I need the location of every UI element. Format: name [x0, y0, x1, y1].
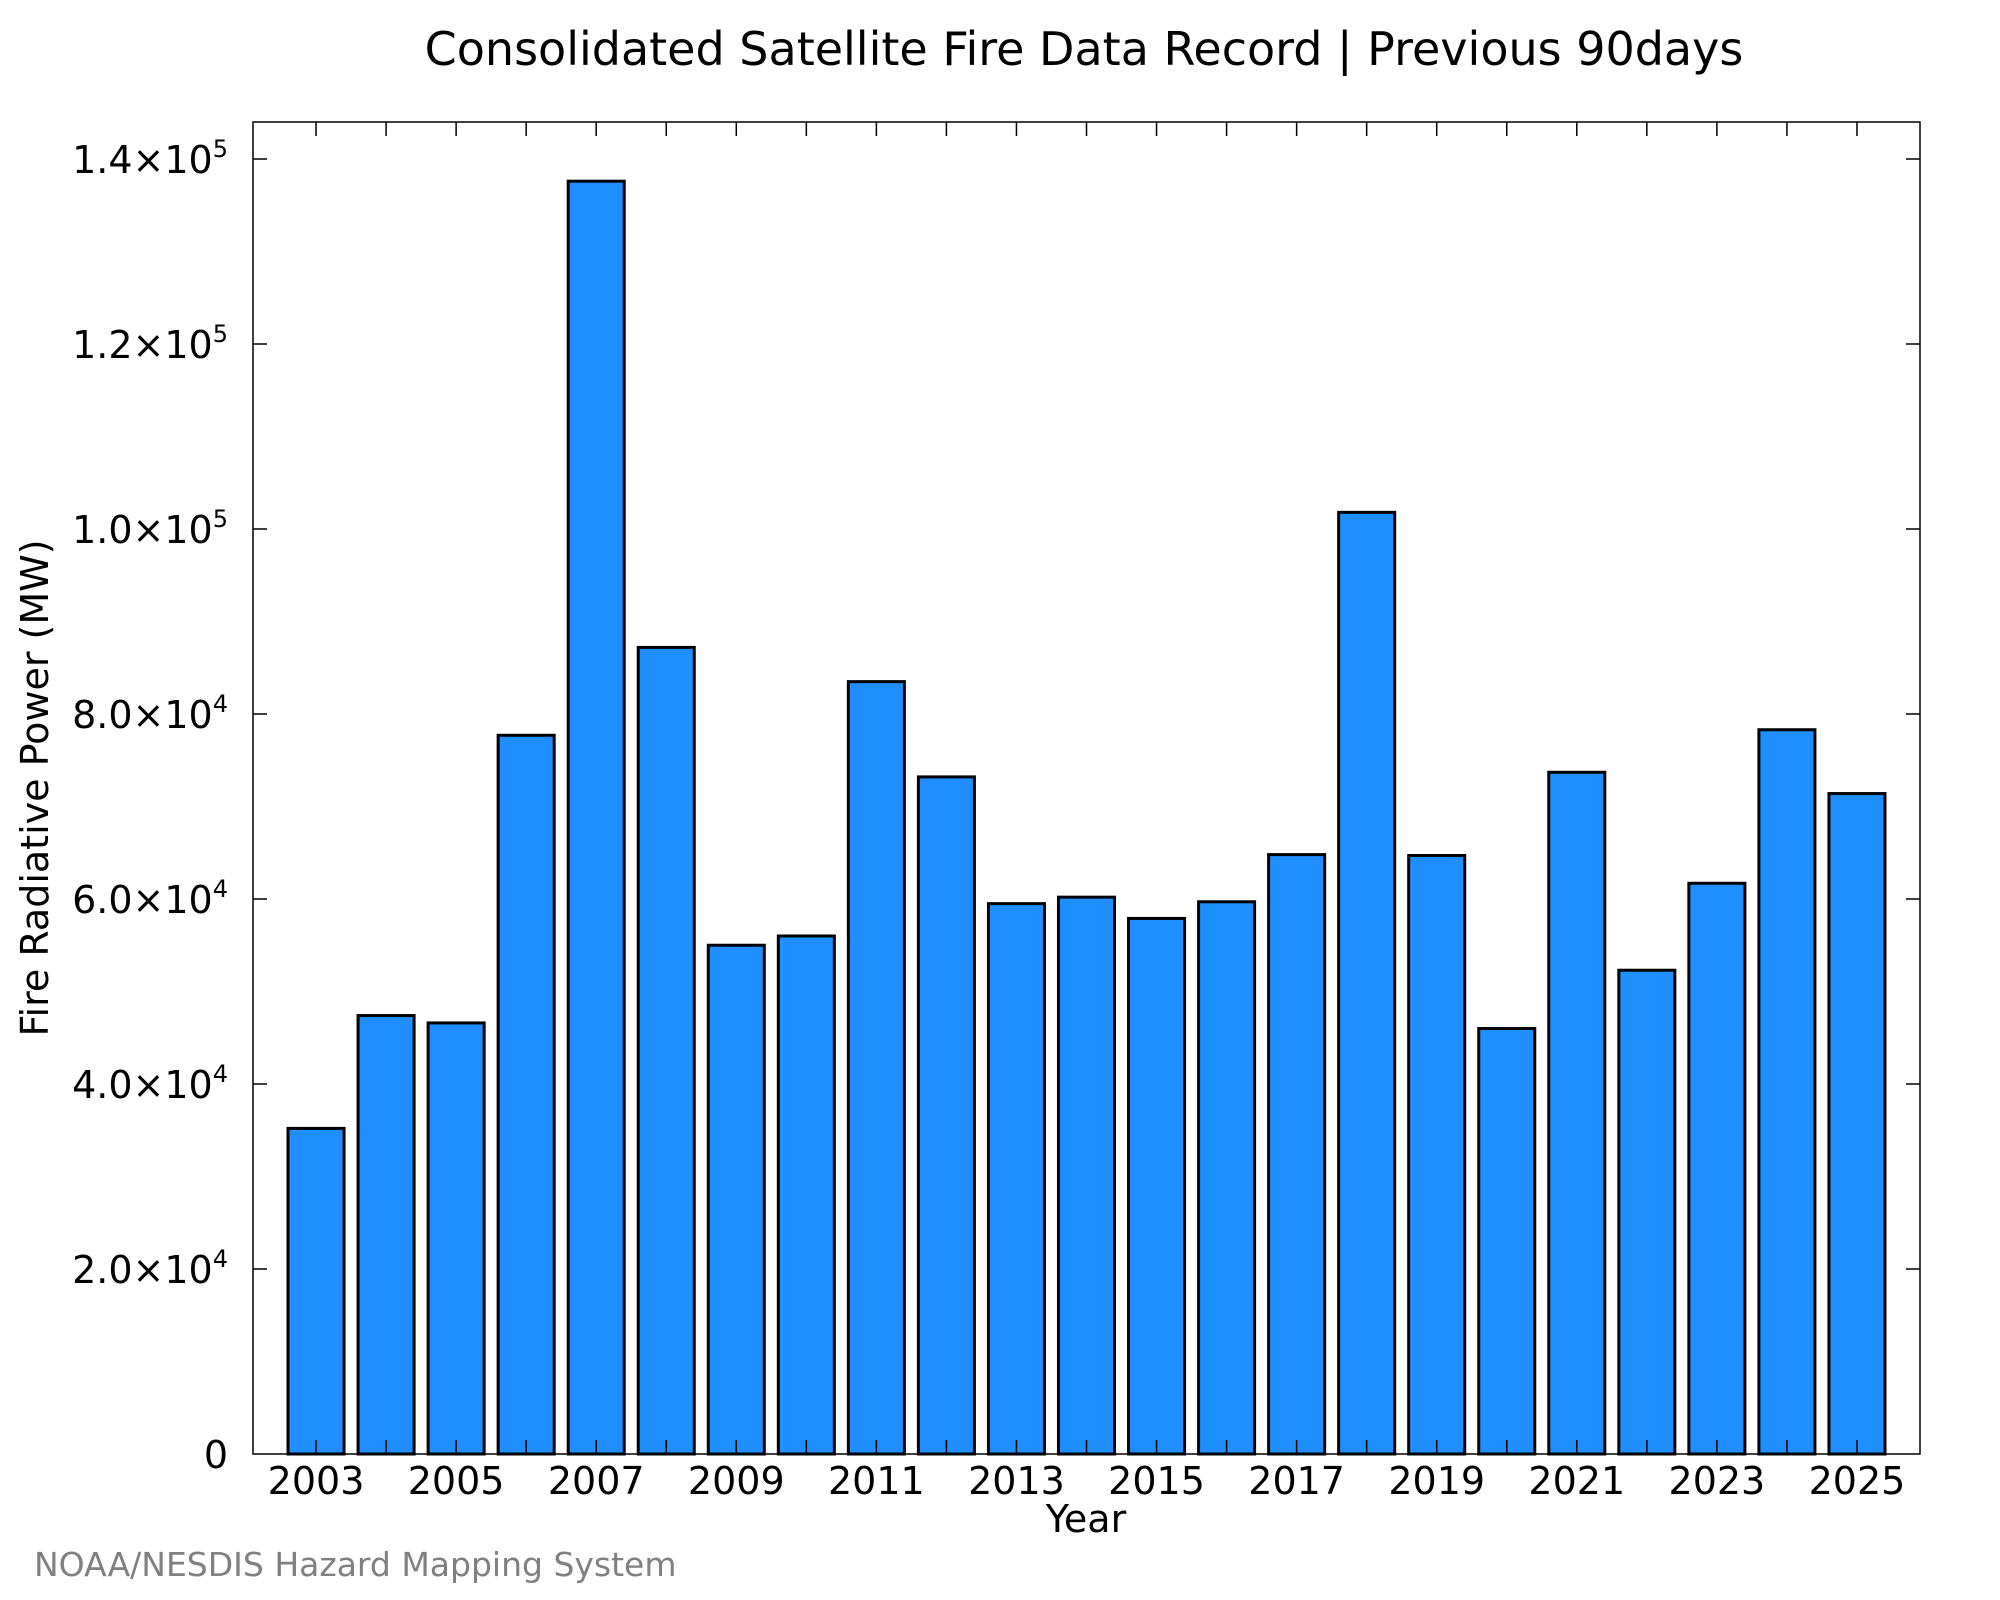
bar-2012	[916, 775, 976, 1456]
y-tick-label: 4.0×104	[72, 1060, 228, 1107]
bar-2007	[566, 179, 626, 1456]
x-axis-tick-labels: 2003 2005 2007 2009 2011 2013 2015 2017 2019 2021…	[268, 1459, 1906, 1503]
source-credit: NOAA/NESDIS Hazard Mapping System	[34, 1545, 677, 1584]
x-tick-label: 2025	[1809, 1459, 1906, 1503]
x-tick-label: 2009	[688, 1459, 785, 1503]
x-tick-label: 2023	[1669, 1459, 1766, 1503]
x-tick-label: 2013	[968, 1459, 1065, 1503]
bars-layer	[286, 179, 1887, 1456]
y-axis-tick-labels: 0 2.0×104 4.0×104 6.0×104 8.0×104 1.0×105 1.2×…	[72, 135, 228, 1477]
chart-title: Consolidated Satellite Fire Data Record …	[425, 22, 1744, 77]
y-tick-label: 6.0×104	[72, 875, 228, 922]
bar-2013	[986, 902, 1046, 1456]
x-tick-label: 2005	[408, 1459, 505, 1503]
bar-2003	[286, 1126, 346, 1456]
y-tick-label: 1.4×105	[72, 135, 228, 182]
bar-2017	[1267, 853, 1327, 1456]
bar-2018	[1337, 510, 1397, 1456]
bar-2006	[496, 733, 556, 1456]
bar-2021	[1547, 770, 1607, 1456]
y-tick-label: 1.2×105	[72, 320, 228, 367]
x-tick-label: 2015	[1108, 1459, 1205, 1503]
y-axis-label: Fire Radiative Power (MW)	[13, 539, 57, 1036]
bar-2014	[1056, 895, 1117, 1456]
x-tick-label: 2003	[268, 1459, 365, 1503]
bar-2019	[1407, 854, 1467, 1456]
bar-2015	[1127, 916, 1187, 1456]
bar-2025	[1827, 792, 1887, 1456]
bar-2020	[1477, 1027, 1537, 1456]
x-axis-label: Year	[1045, 1497, 1127, 1541]
x-tick-label: 2007	[548, 1459, 645, 1503]
bar-2016	[1197, 900, 1257, 1456]
bar-2022	[1617, 968, 1677, 1456]
axis-ticks-layer	[253, 122, 1920, 1454]
x-tick-label: 2011	[828, 1459, 925, 1503]
y-tick-label: 0	[204, 1433, 228, 1477]
bar-2008	[636, 645, 696, 1456]
bar-2023	[1687, 881, 1747, 1456]
x-tick-label: 2021	[1528, 1459, 1625, 1503]
bar-2011	[846, 680, 906, 1456]
bar-2009	[706, 943, 766, 1456]
y-tick-label: 1.0×105	[72, 505, 228, 552]
bar-2024	[1757, 728, 1817, 1456]
x-tick-label: 2017	[1248, 1459, 1345, 1503]
bar-2010	[776, 934, 836, 1456]
bar-2004	[356, 1014, 416, 1456]
bar-2005	[426, 1021, 486, 1456]
y-tick-label: 8.0×104	[72, 690, 228, 737]
x-tick-label: 2019	[1388, 1459, 1485, 1503]
y-tick-label: 2.0×104	[72, 1245, 228, 1292]
